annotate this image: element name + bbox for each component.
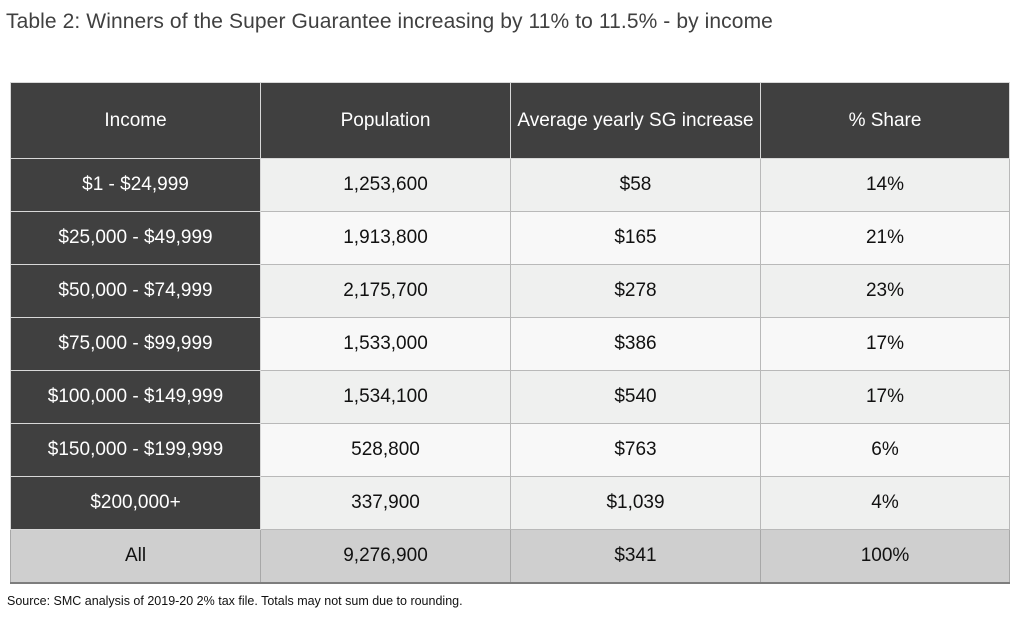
share-cell: 4% — [760, 476, 1010, 530]
income-cell: $25,000 - $49,999 — [10, 211, 261, 265]
sg-increase-cell: $386 — [510, 317, 761, 371]
income-cell: $50,000 - $74,999 — [10, 264, 261, 318]
sg-increase-cell: $58 — [510, 158, 761, 212]
total-population-cell: 9,276,900 — [260, 529, 511, 584]
share-cell: 17% — [760, 317, 1010, 371]
sg-increase-cell: $165 — [510, 211, 761, 265]
column-header-average-sg-increase: Average yearly SG increase — [510, 82, 761, 159]
table-row: $1 - $24,999 1,253,600 $58 14% — [10, 158, 1010, 212]
share-cell: 17% — [760, 370, 1010, 424]
table-title: Table 2: Winners of the Super Guarantee … — [6, 10, 773, 33]
share-cell: 14% — [760, 158, 1010, 212]
total-row: All 9,276,900 $341 100% — [10, 529, 1010, 584]
total-share-cell: 100% — [760, 529, 1010, 584]
table-row: $75,000 - $99,999 1,533,000 $386 17% — [10, 317, 1010, 371]
share-cell: 21% — [760, 211, 1010, 265]
total-label-cell: All — [10, 529, 261, 584]
column-header-income: Income — [10, 82, 261, 159]
table-body: $1 - $24,999 1,253,600 $58 14% $25,000 -… — [10, 158, 1010, 530]
population-cell: 528,800 — [260, 423, 511, 477]
source-note: Source: SMC analysis of 2019-20 2% tax f… — [7, 594, 463, 608]
header-row: Income Population Average yearly SG incr… — [10, 82, 1010, 159]
income-cell: $1 - $24,999 — [10, 158, 261, 212]
population-cell: 1,534,100 — [260, 370, 511, 424]
sg-increase-cell: $763 — [510, 423, 761, 477]
column-header-share: % Share — [760, 82, 1010, 159]
table-row: $50,000 - $74,999 2,175,700 $278 23% — [10, 264, 1010, 318]
income-cell: $75,000 - $99,999 — [10, 317, 261, 371]
table-row: $150,000 - $199,999 528,800 $763 6% — [10, 423, 1010, 477]
population-cell: 1,253,600 — [260, 158, 511, 212]
table-row: $100,000 - $149,999 1,534,100 $540 17% — [10, 370, 1010, 424]
population-cell: 2,175,700 — [260, 264, 511, 318]
income-cell: $200,000+ — [10, 476, 261, 530]
sg-increase-cell: $278 — [510, 264, 761, 318]
table-row: $200,000+ 337,900 $1,039 4% — [10, 476, 1010, 530]
income-table: Income Population Average yearly SG incr… — [10, 82, 1010, 584]
population-cell: 1,913,800 — [260, 211, 511, 265]
population-cell: 337,900 — [260, 476, 511, 530]
total-sg-increase-cell: $341 — [510, 529, 761, 584]
population-cell: 1,533,000 — [260, 317, 511, 371]
sg-increase-cell: $1,039 — [510, 476, 761, 530]
sg-increase-cell: $540 — [510, 370, 761, 424]
column-header-population: Population — [260, 82, 511, 159]
table-row: $25,000 - $49,999 1,913,800 $165 21% — [10, 211, 1010, 265]
income-cell: $150,000 - $199,999 — [10, 423, 261, 477]
share-cell: 6% — [760, 423, 1010, 477]
share-cell: 23% — [760, 264, 1010, 318]
income-cell: $100,000 - $149,999 — [10, 370, 261, 424]
